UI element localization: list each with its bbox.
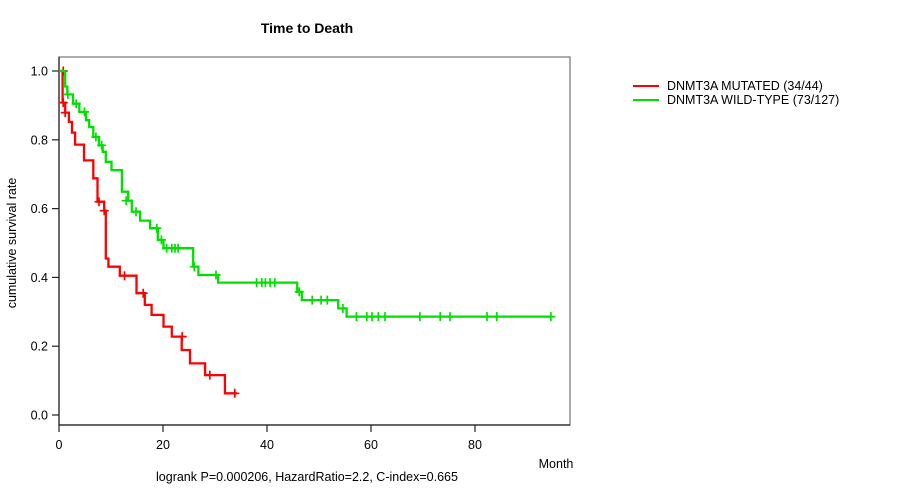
y-tick-label: 0.4 (31, 271, 48, 285)
x-tick-label: 0 (56, 438, 63, 452)
legend-entry-wildtype: DNMT3A WILD-TYPE (73/127) (633, 93, 839, 107)
plot-border (58, 56, 571, 426)
x-axis-label: Month (538, 457, 574, 471)
axis-lines (58, 57, 570, 426)
censor-marks (63, 89, 556, 322)
x-tick-label: 40 (260, 438, 274, 452)
stats-caption: logrank P=0.000206, HazardRatio=2.2, C-i… (156, 470, 458, 484)
survival-curve (59, 69, 551, 318)
y-tick-label: 1.0 (31, 65, 48, 79)
y-axis-label: cumulative survival rate (5, 177, 19, 309)
legend-label: DNMT3A WILD-TYPE (73/127) (667, 93, 840, 107)
y-tick-label: 0.8 (31, 133, 48, 147)
x-tick-label: 60 (364, 438, 378, 452)
x-tick-label: 20 (156, 438, 170, 452)
y-tick-label: 0.0 (31, 409, 48, 423)
legend-entry-mutated: DNMT3A MUTATED (34/44) (633, 79, 839, 93)
chart-title: Time to Death (260, 20, 354, 36)
legend-label: DNMT3A MUTATED (34/44) (667, 79, 823, 93)
legend-line-red (633, 85, 659, 87)
y-tick-label: 0.2 (31, 340, 48, 354)
legend-line-green (633, 99, 659, 101)
x-tick-label: 80 (468, 438, 482, 452)
y-tick-label: 0.6 (31, 202, 48, 216)
survival-curve (59, 69, 237, 395)
legend: DNMT3A MUTATED (34/44) DNMT3A WILD-TYPE … (633, 79, 839, 107)
